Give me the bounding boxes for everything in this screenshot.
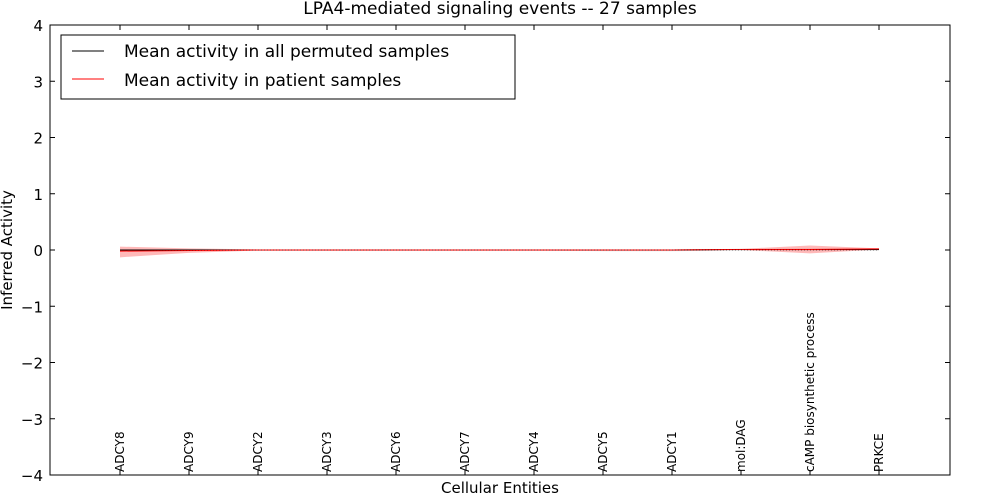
y-tick-label: −4 [21, 467, 43, 485]
chart-title: LPA4-mediated signaling events -- 27 sam… [303, 0, 697, 19]
y-tick-label: 4 [33, 17, 43, 35]
x-axis-label: Cellular Entities [441, 479, 559, 497]
y-tick-label: −2 [21, 355, 43, 373]
y-tick-label: −1 [21, 298, 43, 316]
x-tick-label: ADCY3 [320, 431, 334, 472]
y-tick-label: 3 [33, 73, 43, 91]
x-tick-label: PRKCE [872, 433, 886, 472]
y-tick-label: 1 [33, 186, 43, 204]
x-tick-label: ADCY5 [596, 431, 610, 472]
x-tick-label: ADCY6 [389, 431, 403, 472]
x-tick-label: ADCY1 [665, 431, 679, 472]
x-tick-label: ADCY8 [113, 431, 127, 472]
legend-frame [60, 34, 516, 100]
x-tick-label: ADCY7 [458, 431, 472, 472]
legend-label-permuted: Mean activity in all permuted samples [124, 42, 449, 62]
y-tick-label: 0 [33, 242, 43, 260]
y-tick-label: 2 [33, 130, 43, 148]
y-tick-label: −3 [21, 411, 43, 429]
series-lines [119, 248, 880, 252]
x-tick-label: ADCY9 [182, 431, 196, 472]
x-tick-label: mol:DAG [734, 419, 748, 472]
y-axis: −4 −3 −2 −1 0 1 2 3 4 [21, 17, 950, 485]
confidence-bands [120, 245, 879, 258]
x-tick-label: cAMP biosynthetic process [803, 312, 817, 472]
legend: Mean activity in all permuted samples Me… [60, 34, 516, 100]
legend-label-patient: Mean activity in patient samples [124, 71, 401, 91]
x-tick-label: ADCY2 [251, 431, 265, 472]
x-tick-label: ADCY4 [527, 431, 541, 472]
x-axis: ADCY8 ADCY9 ADCY2 ADCY3 ADCY6 ADCY7 ADCY4 ADCY5… [113, 25, 886, 475]
band-series-1 [120, 245, 879, 258]
y-axis-label: Inferred Activity [0, 190, 16, 310]
